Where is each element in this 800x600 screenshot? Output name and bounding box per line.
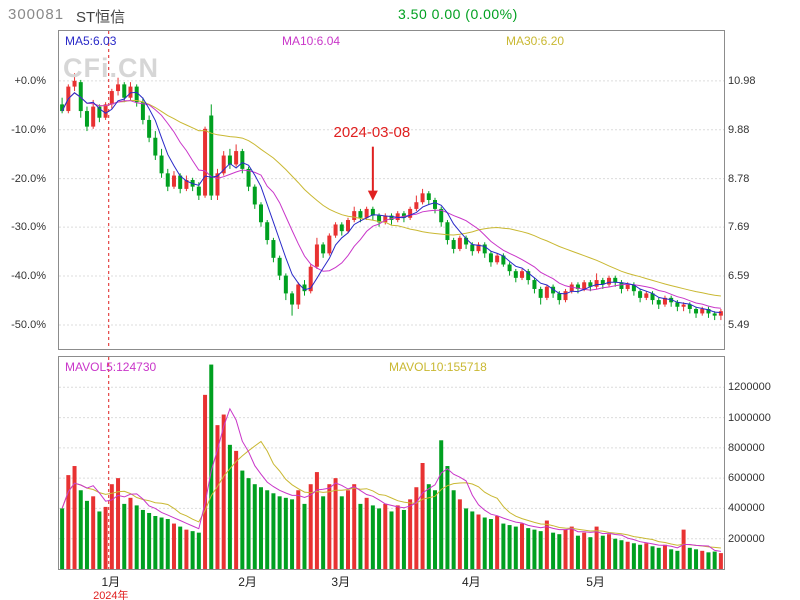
annotation-arrow-head: [367, 190, 378, 201]
volume-ma-labels: MAVOL5:124730 MAVOL10:155718: [59, 360, 724, 374]
ma30-label: MA30:6.20: [506, 34, 565, 48]
percent-tick-label: -10.0%: [11, 123, 46, 136]
percent-tick-label: -30.0%: [11, 221, 46, 234]
month-tick-label: 5月: [586, 575, 605, 589]
mavol10-label: MAVOL10:155718: [389, 360, 487, 374]
price-percent-axis: +0.0% -10.0% -20.0% -30.0% -40.0% -50.0%: [0, 31, 54, 349]
ma10-line: [61, 92, 721, 309]
annotation-date-label: 2024-03-08: [333, 123, 411, 141]
volume-tick-label: 200000: [728, 532, 765, 545]
mavol5-line: [61, 407, 721, 552]
price-panel: CFi.CN MA5:6.03 MA10:6.04 MA30:6.20: [58, 30, 725, 350]
month-tick-label: 3月: [331, 575, 351, 589]
ma30-line: [61, 92, 721, 297]
ma10-label: MA10:6.04: [282, 34, 341, 48]
header: 300081 ST恒信 3.50 0.00 (0.00%): [0, 6, 800, 26]
stock-name: ST恒信: [76, 9, 126, 26]
volume-tick-label: 1200000: [728, 381, 771, 394]
percent-tick-label: -20.0%: [11, 172, 46, 185]
mavol10-line: [61, 440, 721, 549]
month-tick-label: 1月: [101, 575, 121, 589]
percent-tick-label: -50.0%: [11, 318, 46, 331]
volume-chart[interactable]: [59, 357, 724, 569]
volume-panel: MAVOL5:124730 MAVOL10:155718: [58, 356, 725, 570]
volume-tick-label: 600000: [728, 472, 765, 485]
price-value-axis: 10.98 9.88 8.78 7.69 6.59 5.49: [728, 31, 798, 349]
volume-tick-label: 1000000: [728, 411, 771, 424]
price-tick-label: 8.78: [728, 172, 750, 185]
volume-tick-label: 800000: [728, 441, 765, 454]
month-tick-label: 4月: [461, 575, 481, 589]
candlestick-chart[interactable]: [59, 31, 724, 349]
price-tick-label: 5.49: [728, 318, 750, 331]
price-tick-label: 6.59: [728, 270, 750, 283]
price-tick-label: 9.88: [728, 123, 750, 136]
quote-display: 3.50 0.00 (0.00%): [398, 6, 518, 22]
ma5-line: [61, 91, 721, 313]
watermark: CFi.CN: [63, 53, 159, 83]
year-label: 2024年: [93, 590, 129, 600]
volume-tick-label: 400000: [728, 502, 765, 515]
percent-tick-label: -40.0%: [11, 270, 46, 283]
percent-tick-label: +0.0%: [14, 74, 47, 87]
stock-code: 300081: [8, 6, 65, 23]
mavol5-label: MAVOL5:124730: [65, 360, 157, 374]
x-axis-months: 1月 2月 3月 4月 5月: [0, 573, 800, 589]
price-tick-label: 7.69: [728, 221, 750, 234]
month-tick-label: 2月: [238, 575, 257, 589]
price-tick-label: 10.98: [728, 74, 756, 87]
ma5-label: MA5:6.03: [65, 34, 117, 48]
price-ma-labels: MA5:6.03 MA10:6.04 MA30:6.20: [59, 34, 724, 48]
volume-value-axis: 1200000 1000000 800000 600000 400000 200000: [728, 357, 798, 569]
